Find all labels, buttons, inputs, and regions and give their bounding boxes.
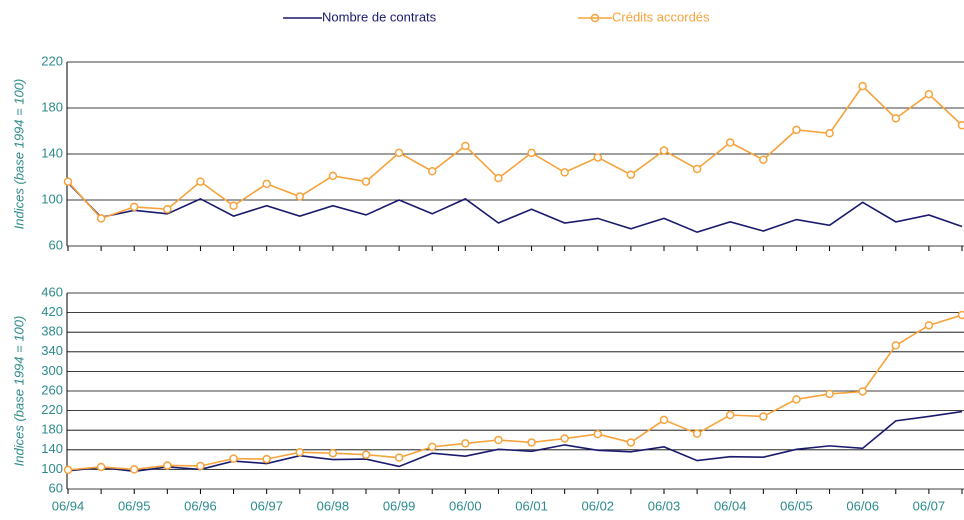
point <box>163 461 172 470</box>
point <box>659 415 669 425</box>
point <box>659 146 669 155</box>
point <box>792 125 801 135</box>
x-tick-label: 06/02 <box>582 498 615 513</box>
series-line <box>67 182 963 234</box>
point <box>858 387 867 396</box>
point <box>560 434 569 443</box>
point <box>461 141 470 151</box>
point <box>427 442 437 452</box>
y-tick-label: 380 <box>41 324 63 339</box>
point <box>427 167 437 176</box>
point <box>825 389 834 399</box>
point <box>328 448 338 458</box>
x-tick-label: 06/95 <box>118 498 151 513</box>
point <box>759 412 768 421</box>
point <box>262 454 271 464</box>
point <box>626 170 636 179</box>
y-tick-label: 100 <box>41 191 63 206</box>
x-tick-label: 06/04 <box>714 498 747 513</box>
point <box>196 177 205 186</box>
point <box>792 395 801 404</box>
point <box>593 153 603 162</box>
point <box>229 201 238 210</box>
point <box>262 179 271 189</box>
point <box>891 114 901 123</box>
x-tick-label: 06/03 <box>648 498 681 513</box>
y-axis-label: Indices (base 1994 = 100) <box>11 79 26 230</box>
point <box>63 465 73 475</box>
point <box>957 310 964 320</box>
x-tick-label: 06/00 <box>449 498 482 513</box>
y-tick-label: 260 <box>41 382 63 397</box>
y-tick-label: 220 <box>41 402 63 417</box>
y-tick-label: 180 <box>41 99 63 114</box>
point <box>295 192 305 201</box>
x-tick-label: 06/94 <box>52 498 85 513</box>
point <box>825 129 834 138</box>
point <box>328 171 338 181</box>
point <box>891 341 901 350</box>
point <box>759 155 768 164</box>
legend-label: Nombre de contrats <box>322 9 437 24</box>
series-line <box>67 84 963 220</box>
x-tick-label: 06/98 <box>317 498 350 513</box>
x-tick-label: 06/07 <box>913 498 946 513</box>
point <box>494 435 503 445</box>
y-axis-label: Indices (base 1994 = 100) <box>11 316 26 467</box>
point <box>394 148 404 158</box>
point <box>129 465 139 474</box>
y-tick-label: 180 <box>41 422 63 437</box>
point <box>560 168 569 177</box>
point <box>692 164 702 174</box>
point <box>361 450 371 459</box>
point <box>63 177 73 186</box>
point <box>394 453 404 462</box>
x-tick-label: 06/96 <box>184 498 217 513</box>
point <box>858 81 867 91</box>
series-line <box>67 314 963 471</box>
point <box>725 410 735 420</box>
y-tick-label: 140 <box>41 441 63 456</box>
series-line <box>67 410 963 473</box>
point <box>626 438 636 447</box>
y-tick-label: 420 <box>41 304 63 319</box>
point <box>924 321 934 330</box>
y-tick-label: 300 <box>41 363 63 378</box>
point <box>924 89 934 99</box>
point <box>461 439 470 448</box>
y-tick-label: 140 <box>41 145 63 160</box>
y-tick-label: 60 <box>49 237 63 252</box>
y-tick-label: 220 <box>41 53 63 68</box>
x-tick-label: 06/97 <box>250 498 283 513</box>
point <box>593 429 603 439</box>
point <box>196 461 205 471</box>
point <box>692 429 702 438</box>
point <box>725 138 735 147</box>
x-tick-label: 06/05 <box>780 498 813 513</box>
point <box>295 448 305 457</box>
point <box>957 121 964 130</box>
y-tick-label: 60 <box>49 480 63 495</box>
point <box>361 177 371 186</box>
point <box>229 454 238 463</box>
y-tick-label: 460 <box>41 284 63 299</box>
y-tick-label: 100 <box>41 461 63 476</box>
point <box>494 173 503 183</box>
point <box>163 204 172 214</box>
x-tick-label: 06/06 <box>846 498 879 513</box>
point <box>527 438 536 447</box>
legend-marker <box>590 13 600 23</box>
point <box>96 214 106 223</box>
x-tick-label: 06/01 <box>515 498 548 513</box>
point <box>129 202 139 212</box>
legend-label: Crédits accordés <box>612 9 710 24</box>
x-tick-label: 06/99 <box>383 498 416 513</box>
y-tick-label: 340 <box>41 343 63 358</box>
point <box>527 148 536 158</box>
point <box>96 462 106 472</box>
